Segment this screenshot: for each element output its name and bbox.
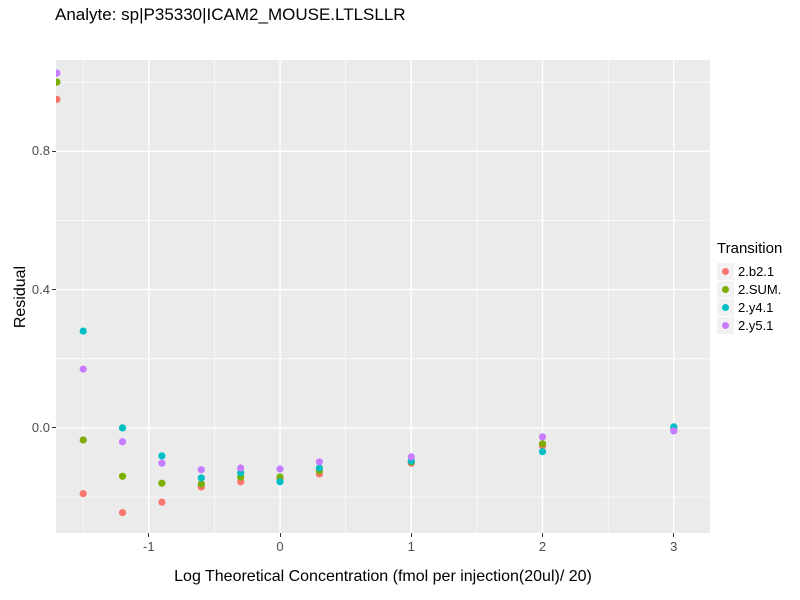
data-point-2.y5.1 — [407, 453, 415, 461]
data-point-2.y4.1 — [315, 464, 323, 472]
data-point-2.y4.1 — [197, 474, 205, 482]
x-axis-tick — [542, 533, 544, 537]
y-axis-tick-label: 0.0 — [31, 419, 50, 435]
data-point-2.y4.1 — [538, 448, 547, 456]
data-point-2.SUM. — [79, 436, 87, 444]
data-point-2.y5.1 — [158, 459, 166, 467]
scatter-plot-canvas — [56, 60, 710, 533]
legend-item-2.SUM.: 2.SUM. — [717, 280, 782, 298]
data-point-2.y5.1 — [79, 365, 87, 373]
legend-dot-icon — [722, 321, 729, 329]
data-point-2.y5.1 — [276, 465, 284, 473]
legend: Transition 2.b2.1 2.SUM. 2.y4.1 2.y5.1 — [717, 240, 782, 334]
data-point-2.b2.1 — [118, 509, 127, 517]
legend-item-2.b2.1: 2.b2.1 — [717, 262, 782, 280]
legend-item-label: 2.y4.1 — [738, 299, 774, 315]
x-axis-tick — [148, 533, 150, 537]
data-point-2.b2.1 — [79, 490, 87, 498]
data-point-2.y5.1 — [538, 433, 547, 441]
x-axis-label: Log Theoretical Concentration (fmol per … — [174, 568, 592, 585]
x-axis-tick — [673, 533, 675, 537]
data-point-2.b2.1 — [158, 498, 166, 506]
data-point-2.SUM. — [538, 440, 547, 448]
data-point-2.SUM. — [158, 479, 166, 487]
data-point-2.SUM. — [56, 78, 61, 86]
legend-item-label: 2.SUM. — [738, 281, 782, 297]
data-point-2.y5.1 — [670, 427, 678, 435]
y-axis-label: Residual — [12, 265, 29, 329]
data-point-2.y4.1 — [276, 478, 284, 486]
data-point-2.b2.1 — [56, 95, 61, 103]
x-axis-tick-label: -1 — [143, 539, 155, 554]
legend-key — [717, 316, 734, 334]
x-axis-tick-label: 1 — [407, 539, 415, 554]
legend-dot-icon — [722, 303, 729, 311]
legend-item-label: 2.y5.1 — [738, 317, 774, 333]
data-point-2.y5.1 — [118, 438, 127, 446]
x-axis-tick — [410, 533, 412, 537]
legend-item-2.y5.1: 2.y5.1 — [717, 316, 782, 334]
y-axis-tick-label: 0.4 — [31, 281, 50, 297]
chart-title: Analyte: sp|P35330|ICAM2_MOUSE.LTLSLLR — [55, 5, 406, 24]
y-axis-tick-label: 0.8 — [31, 143, 50, 159]
legend-key — [717, 298, 734, 316]
data-point-2.SUM. — [118, 472, 127, 480]
data-point-2.y5.1 — [197, 466, 205, 474]
x-axis-tick — [279, 533, 281, 537]
legend-key — [717, 280, 734, 298]
x-axis-tick-label: 2 — [538, 539, 547, 554]
data-point-2.SUM. — [197, 480, 205, 488]
plot-panel — [56, 60, 710, 533]
legend-item-label: 2.b2.1 — [738, 263, 775, 279]
data-point-2.y5.1 — [315, 458, 323, 466]
data-point-2.y4.1 — [79, 327, 87, 335]
data-point-2.y4.1 — [158, 452, 166, 460]
y-axis-tick — [52, 150, 56, 152]
y-axis-tick — [52, 289, 56, 291]
legend-dot-icon — [722, 267, 729, 275]
legend-item-2.y4.1: 2.y4.1 — [717, 298, 782, 316]
legend-dot-icon — [722, 285, 729, 293]
data-point-2.y4.1 — [118, 424, 127, 432]
x-axis-tick-label: 3 — [670, 539, 678, 554]
y-axis-tick — [52, 427, 56, 429]
data-point-2.y5.1 — [237, 464, 245, 472]
x-axis-tick-label: 0 — [276, 539, 284, 554]
data-point-2.y5.1 — [56, 69, 61, 77]
legend-key — [717, 262, 734, 280]
legend-items: 2.b2.1 2.SUM. 2.y4.1 2.y5.1 — [717, 262, 782, 334]
legend-title: Transition — [717, 240, 783, 257]
